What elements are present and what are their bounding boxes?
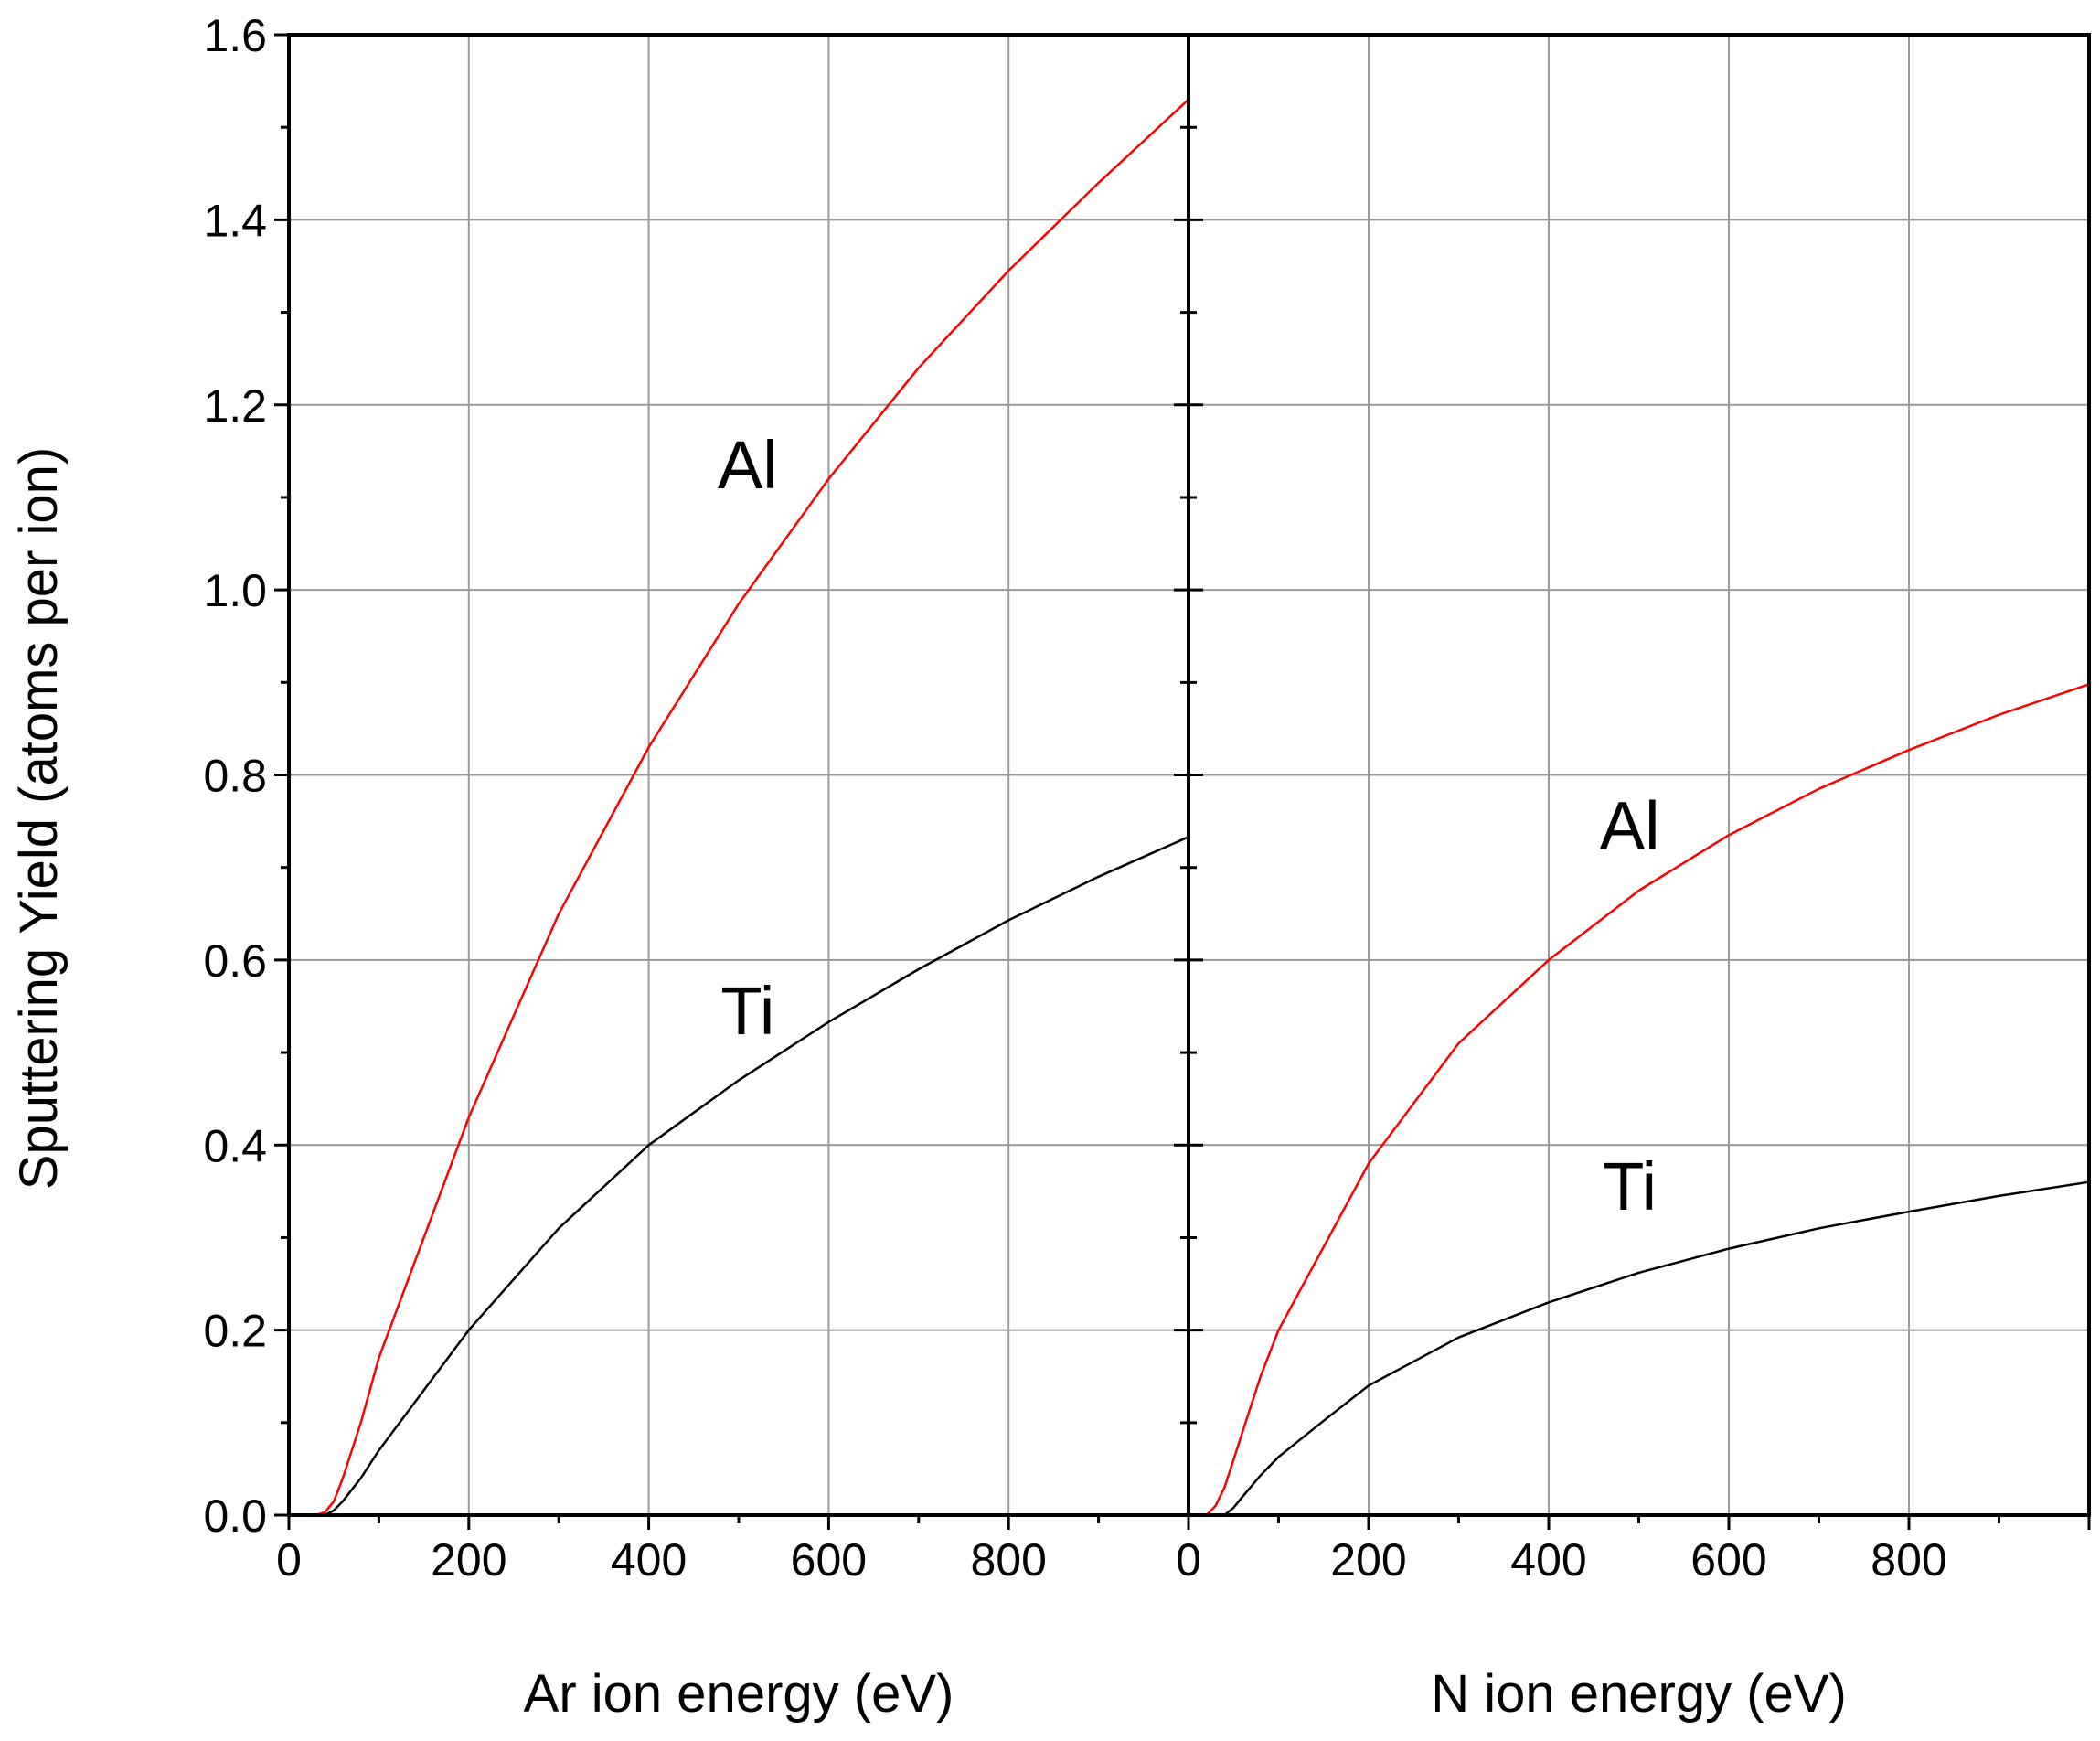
x-tick-label: 600 <box>791 1534 867 1586</box>
series-annotation-ti: Ti <box>720 973 774 1049</box>
y-tick-label: 0.6 <box>203 935 267 987</box>
series-line-ti-n-panel <box>1189 1180 2090 1517</box>
series-annotation-al: Al <box>1600 787 1660 863</box>
x-tick-label: 200 <box>431 1534 506 1586</box>
y-tick-label: 0.2 <box>203 1306 267 1357</box>
x-tick-label: 400 <box>611 1534 687 1586</box>
x-axis-label: N ion energy (eV) <box>1431 1664 1847 1724</box>
y-axis-label: Sputtering Yield (atoms per ion) <box>9 447 69 1190</box>
x-tick-label: 400 <box>1510 1534 1586 1586</box>
y-tick-label: 0.4 <box>203 1120 267 1171</box>
series-annotation-al: Al <box>718 427 778 503</box>
x-tick-label: 0 <box>276 1534 302 1586</box>
x-tick-label: 800 <box>970 1534 1046 1586</box>
x-tick-label: 600 <box>1690 1534 1766 1586</box>
y-tick-label: 1.0 <box>203 565 267 616</box>
y-tick-label: 1.4 <box>203 195 267 246</box>
y-tick-label: 0.0 <box>203 1490 267 1542</box>
x-axis-label: Ar ion energy (eV) <box>524 1664 954 1724</box>
n-panel: 0 200 400 600 800 Al Ti N ion energy (eV) <box>1174 33 2091 1724</box>
x-tick-label: 800 <box>1871 1534 1946 1586</box>
series-line-al-ar-panel <box>289 98 1189 1517</box>
series-line-ti-ar-panel <box>289 836 1189 1517</box>
x-tick-label: 0 <box>1176 1534 1201 1586</box>
y-tick-label: 1.6 <box>203 10 267 61</box>
y-tick-label: 0.8 <box>203 751 267 802</box>
x-tick-label: 200 <box>1330 1534 1406 1586</box>
y-tick-label: 1.2 <box>203 380 267 432</box>
series-line-al-n-panel <box>1189 683 2090 1517</box>
series-annotation-ti: Ti <box>1603 1148 1657 1224</box>
